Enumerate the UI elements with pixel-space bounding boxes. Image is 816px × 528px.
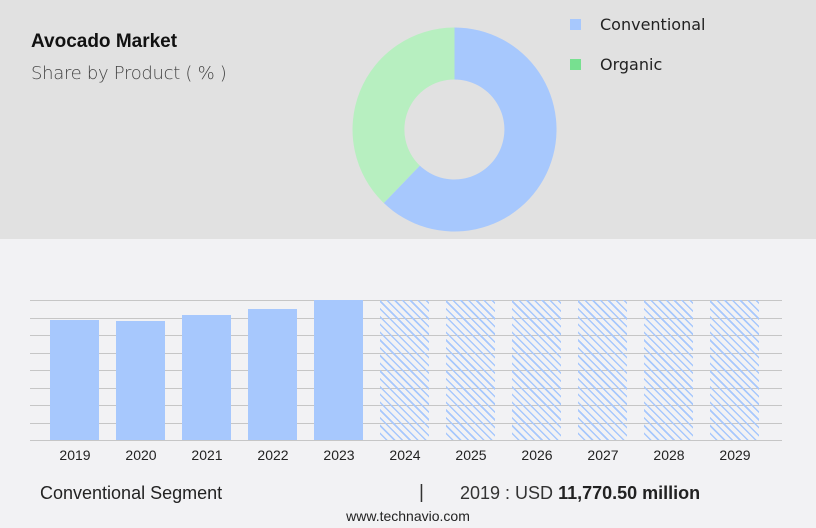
donut-slice-conventional (383, 27, 557, 232)
donut-slice-organic (352, 27, 455, 203)
gridline (30, 440, 782, 441)
x-axis-label: 2023 (323, 447, 355, 463)
legend: Conventional Organic (570, 14, 705, 94)
x-axis-label: 2021 (191, 447, 223, 463)
x-axis-label: 2022 (257, 447, 289, 463)
bar-forecast-2028 (644, 300, 693, 440)
bar-forecast-2029 (710, 300, 759, 440)
x-axis-label: 2024 (389, 447, 421, 463)
x-axis-label: 2025 (455, 447, 487, 463)
chart-subtitle: Share by Product ( % ) (31, 63, 227, 84)
donut-chart (352, 27, 557, 232)
chart-title: Avocado Market (31, 31, 178, 52)
bar-forecast-2025 (446, 300, 495, 440)
bar-2022 (248, 308, 297, 440)
segment-value: 2019 : USD 11,770.50 million (460, 483, 701, 503)
bar-forecast-2027 (578, 300, 627, 440)
x-axis-label: 2027 (587, 447, 619, 463)
x-axis-label: 2020 (125, 447, 157, 463)
bar-2021 (182, 314, 231, 440)
x-axis-label: 2019 (59, 447, 91, 463)
footer-separator: | (419, 482, 424, 503)
x-axis-label: 2026 (521, 447, 553, 463)
bar-forecast-2026 (512, 300, 561, 440)
legend-item-conventional: Conventional (570, 14, 705, 34)
legend-item-organic: Organic (570, 54, 705, 74)
x-axis-label: 2029 (719, 447, 751, 463)
legend-swatch-icon (570, 18, 581, 30)
bar-2023 (314, 300, 363, 440)
source-url: www.technavio.com (346, 508, 470, 524)
legend-swatch-icon (570, 58, 581, 70)
bar-2020 (116, 321, 165, 440)
x-axis-label: 2028 (653, 447, 685, 463)
segment-label: Conventional Segment (40, 483, 223, 503)
bar-chart: 2019 2020 2021 2022 2023 2024 2025 2026 2027 2028… (30, 290, 782, 463)
bar-forecast-2024 (380, 300, 429, 440)
bar-2019 (50, 319, 99, 440)
